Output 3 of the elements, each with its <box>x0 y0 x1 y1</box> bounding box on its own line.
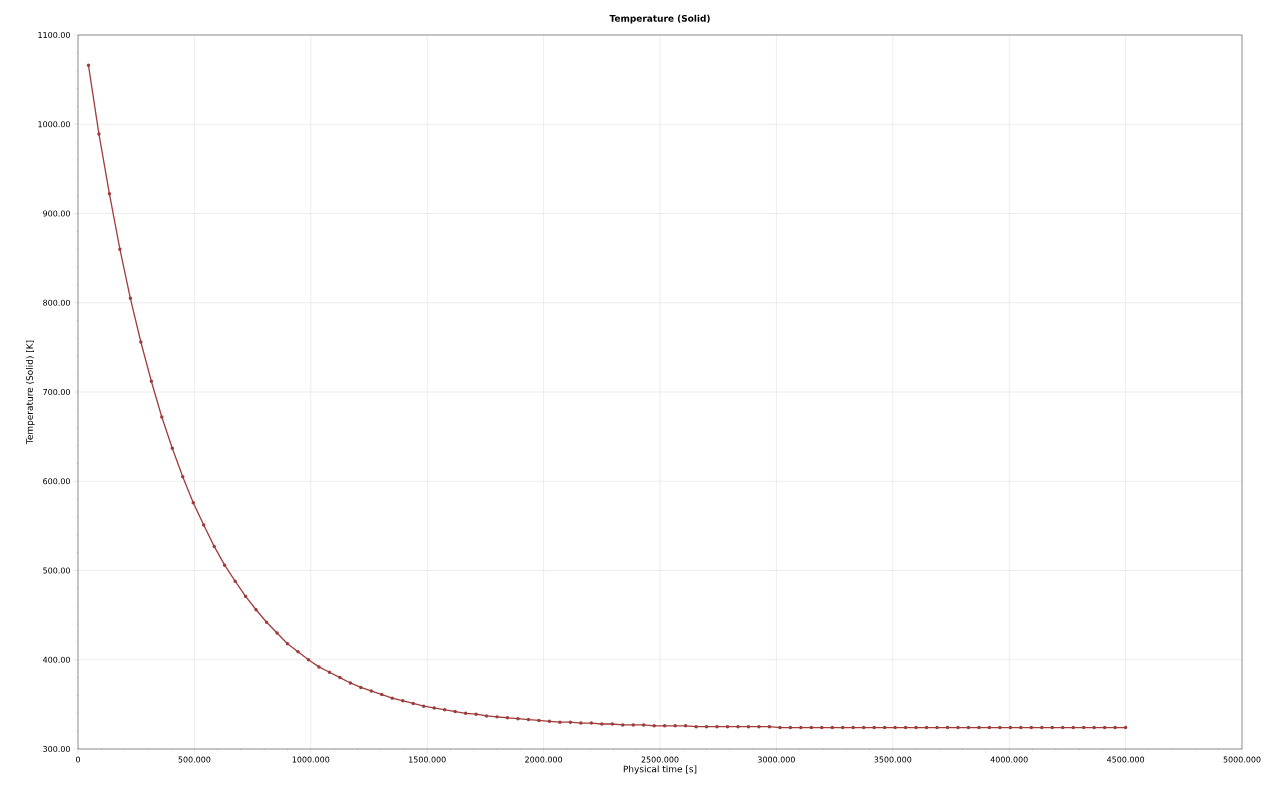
chart-title: Temperature (Solid) <box>609 14 710 24</box>
x-axis-title: Physical time [s] <box>623 765 697 775</box>
y-axis-title: Temperature (Solid) [K] <box>26 340 35 445</box>
